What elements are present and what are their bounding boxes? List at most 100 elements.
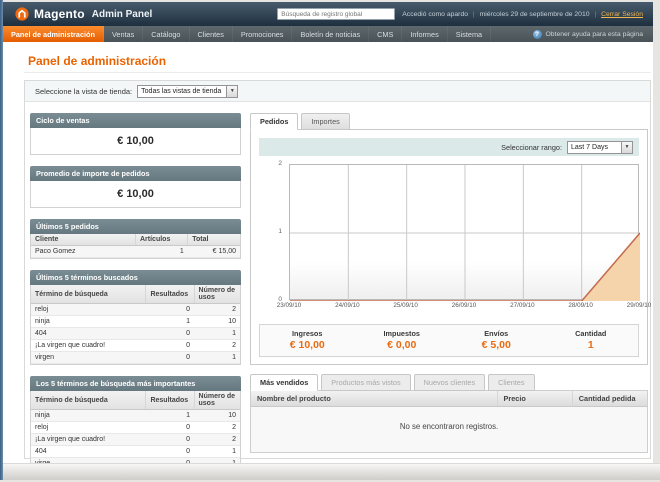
totals-bar: Ingresos € 10,00 Impuestos € 0,00 Envíos…	[259, 324, 639, 357]
term-uses: 10	[194, 315, 240, 328]
col-header: Número de usos	[193, 391, 240, 410]
chart-x-tick: 25/09/10	[393, 302, 418, 309]
term-results: 0	[145, 327, 195, 340]
store-view-value: Todas las vistas de tienda	[141, 87, 222, 95]
session-info: Accedió como apardo | miércoles 29 de se…	[402, 11, 643, 18]
help-label: Obtener ayuda para esta página	[545, 30, 644, 38]
store-view-select[interactable]: Todas las vistas de tienda ▼	[137, 84, 239, 98]
search-term: reloj	[31, 303, 146, 316]
chart-x-tick: 27/09/10	[510, 302, 535, 309]
box-title: Últimos 5 términos buscados	[30, 270, 241, 285]
search-term: ninja	[31, 409, 146, 422]
dashboard-left-column: Ciclo de ventas € 10,00 Promedio de impo…	[30, 113, 241, 482]
search-term: virgen	[31, 351, 146, 364]
dashboard-container: Seleccione la vista de tienda: Todas las…	[24, 80, 652, 471]
tab-customers[interactable]: Clientes	[488, 374, 535, 391]
box-title: Últimos 5 pedidos	[30, 219, 241, 234]
range-label: Seleccionar rango:	[501, 142, 562, 152]
last-search-terms-table: Término de búsqueda Resultados Número de…	[31, 285, 240, 364]
chart-x-tick: 29/09/10	[626, 302, 652, 309]
app-subtitle: Admin Panel	[91, 8, 153, 20]
magento-logo: Magento Admin Panel	[3, 7, 152, 21]
term-results: 0	[145, 445, 195, 458]
range-select[interactable]: Last 7 Days ▼	[567, 140, 633, 154]
tab-new-customers[interactable]: Nuevos clientes	[413, 374, 486, 391]
page-title: Panel de administración	[28, 54, 167, 68]
term-uses: 1	[194, 327, 240, 340]
main-nav: Panel de administración Ventas Catálogo …	[3, 26, 653, 42]
metric-value: € 5,00	[481, 339, 511, 351]
top-search-terms-box: Los 5 términos de búsqueda más important…	[30, 376, 241, 471]
metric-shipping: Envíos € 5,00	[449, 325, 544, 356]
last-search-terms-box: Últimos 5 términos buscados Término de b…	[30, 270, 241, 365]
metric-label: Envíos	[484, 329, 509, 338]
nav-item-promotions[interactable]: Promociones	[233, 26, 293, 42]
bestsellers-grid: Nombre del producto Precio Cantidad pedi…	[250, 390, 648, 453]
separator: |	[472, 10, 475, 18]
window-left-edge	[0, 0, 3, 480]
metric-label: Impuestos	[383, 329, 421, 338]
nav-item-cms[interactable]: CMS	[369, 26, 403, 42]
help-link[interactable]: ? Obtener ayuda para esta página	[532, 26, 654, 42]
box-title: Promedio de importe de pedidos	[30, 166, 241, 181]
term-uses: 2	[194, 421, 240, 434]
search-term: ¡La virgen que cuadro!	[31, 433, 146, 446]
nav-item-system[interactable]: Sistema	[448, 26, 492, 42]
metric-value: 1	[587, 339, 594, 351]
logged-in-as: Accedió como apardo	[402, 10, 469, 18]
term-results: 0	[145, 303, 195, 316]
nav-item-dashboard[interactable]: Panel de administración	[3, 26, 104, 42]
table-row: ¡La virgen que cuadro! 0 2	[31, 433, 240, 446]
term-results: 1	[145, 315, 195, 328]
table-row: 404 0 1	[31, 445, 240, 458]
nav-item-catalog[interactable]: Catálogo	[143, 26, 190, 42]
search-term: 404	[31, 445, 146, 458]
chevron-down-icon: ▼	[621, 141, 632, 153]
search-term: reloj	[31, 421, 146, 434]
metric-label: Cantidad	[575, 329, 607, 338]
chart-y-axis: 0 1 2	[263, 160, 285, 303]
metric-tax: Impuestos € 0,00	[355, 325, 450, 356]
tab-bestsellers[interactable]: Más vendidos	[250, 374, 319, 391]
table-row[interactable]: Paco Gomez 1 € 15,00	[31, 245, 240, 258]
chevron-down-icon: ▼	[226, 85, 238, 97]
title-divider	[24, 72, 651, 73]
tab-amounts[interactable]: Importes	[301, 113, 350, 130]
nav-item-customers[interactable]: Clientes	[190, 26, 233, 42]
nav-item-reports[interactable]: Informes	[402, 26, 448, 42]
global-search-input[interactable]	[277, 8, 396, 20]
chart-x-axis: 23/09/10 24/09/10 25/09/10 26/09/10 27/09/10…	[277, 301, 652, 312]
nav-item-newsletter[interactable]: Boletín de noticias	[292, 26, 370, 42]
metric-value: € 0,00	[387, 339, 417, 351]
chart-x-tick: 28/09/10	[568, 302, 593, 309]
metric-revenue: Ingresos € 10,00	[260, 325, 355, 356]
orders-chart-panel: Seleccionar rango: Last 7 Days ▼ 0 1 2 23/…	[250, 129, 652, 365]
average-orders-box: Promedio de importe de pedidos € 10,00	[30, 166, 241, 208]
col-header: Cantidad pedida	[571, 391, 647, 406]
dashboard-right-panel: Pedidos Importes Seleccionar rango: Last…	[250, 113, 652, 453]
box-title: Los 5 términos de búsqueda más important…	[30, 376, 241, 391]
col-header: Resultados	[145, 391, 195, 410]
term-results: 0	[145, 421, 195, 434]
nav-item-sales[interactable]: Ventas	[104, 26, 144, 42]
last-orders-box: Últimos 5 pedidos Cliente Artículos Tota…	[30, 219, 241, 259]
term-results: 0	[145, 433, 195, 446]
table-row: 404 0 1	[31, 327, 240, 340]
table-row: reloj 0 2	[31, 421, 240, 434]
lifetime-sales-value: € 10,00	[117, 135, 154, 147]
search-term: 404	[31, 327, 146, 340]
chart-y-tick: 2	[278, 160, 282, 167]
average-orders-value: € 10,00	[117, 188, 154, 200]
chart-x-tick: 26/09/10	[451, 302, 477, 309]
tab-most-viewed[interactable]: Productos más vistos	[321, 374, 411, 391]
logout-link[interactable]: Cerrar Sesión	[601, 10, 643, 18]
tab-orders[interactable]: Pedidos	[250, 113, 299, 130]
header-right: Accedió como apardo | miércoles 29 de se…	[277, 8, 653, 20]
orders-area-chart-svg	[290, 165, 640, 301]
metric-value: € 10,00	[289, 339, 325, 351]
app-title: Magento	[34, 7, 85, 21]
col-header: Número de usos	[193, 285, 240, 304]
last-orders-table: Cliente Artículos Total Paco Gomez 1 € 1…	[31, 234, 240, 258]
separator: |	[594, 10, 597, 18]
store-switcher-bar: Seleccione la vista de tienda: Todas las…	[25, 81, 650, 102]
